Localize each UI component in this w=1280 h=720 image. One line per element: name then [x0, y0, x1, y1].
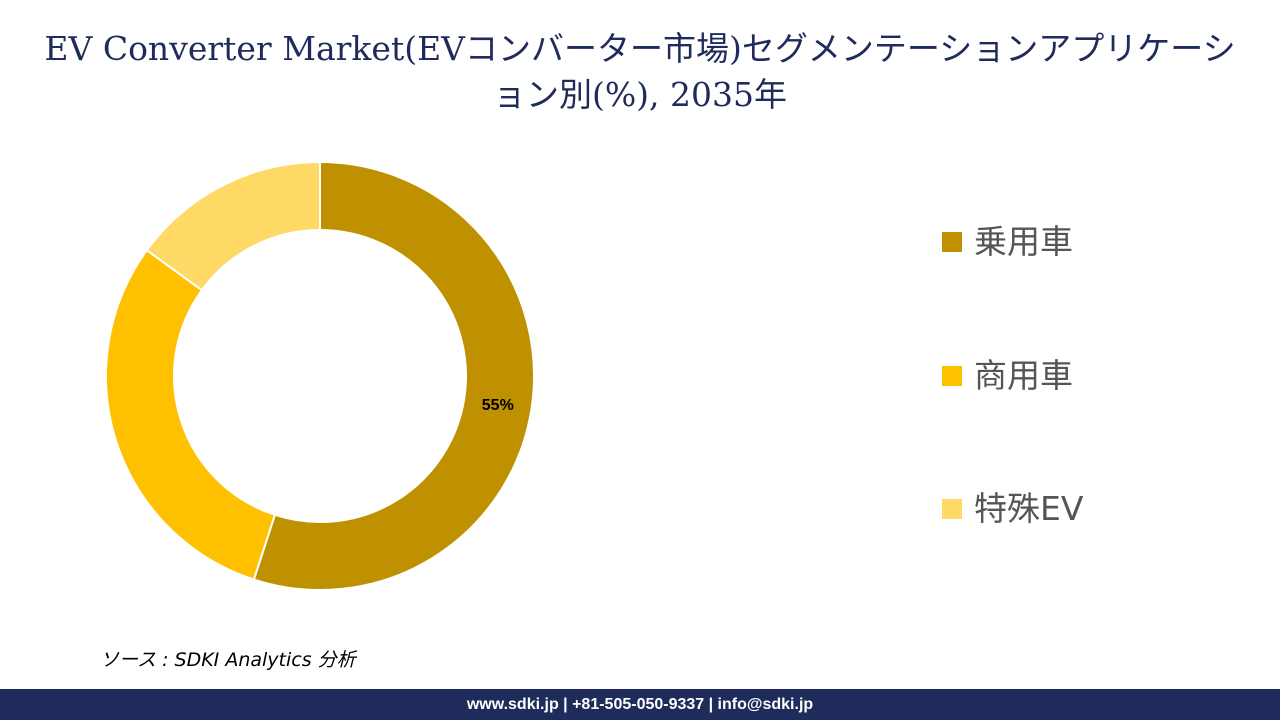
source-note: ソース : SDKI Analytics 分析 [100, 649, 356, 671]
legend-swatch-commercial [942, 366, 962, 386]
data-label-passenger: 55% [482, 397, 514, 414]
legend-label-commercial: 商用車 [974, 356, 1073, 395]
donut-chart: 55% [105, 160, 535, 591]
legend-swatch-passenger [942, 232, 962, 252]
legend-swatch-special [942, 499, 962, 519]
chart-title: EV Converter Market(EVコンバーター市場)セグメンテーション… [44, 29, 1236, 114]
donut-slice-special [145, 160, 321, 292]
donut-slice-passenger [252, 160, 535, 591]
donut-slice-commercial [105, 248, 277, 581]
footer-contact-bar: www.sdki.jp | +81-505-050-9337 | info@sd… [0, 689, 1280, 720]
legend-label-special: 特殊EV [974, 489, 1084, 528]
donut-data-labels: 55% [482, 397, 514, 414]
legend-label-passenger: 乗用車 [974, 222, 1073, 261]
donut-slices [105, 160, 535, 591]
